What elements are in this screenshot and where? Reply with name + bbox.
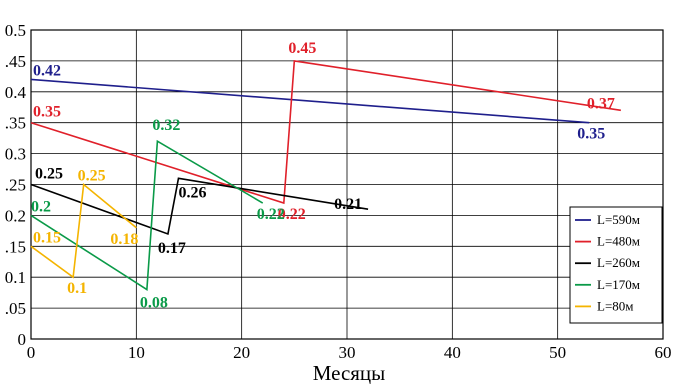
data-label: 0.37 <box>587 95 615 112</box>
data-label: 0.18 <box>110 231 138 248</box>
legend-entry: L=170м <box>597 277 640 292</box>
y-tick-labels: 0 .05 0.1 .15 0.2 .25 0.3 .35 0.4 .45 0.5 <box>5 21 27 349</box>
data-label: 0.42 <box>33 62 61 79</box>
data-label: 0.35 <box>577 126 605 143</box>
y-tick-label: 0.4 <box>5 83 27 102</box>
legend: L=590м L=480м L=260м L=170м L=80м <box>570 207 662 323</box>
y-tick-label: .15 <box>5 237 26 256</box>
legend-entry: L=480м <box>597 234 640 249</box>
data-label: 0.15 <box>33 229 61 246</box>
series-lines <box>31 61 621 290</box>
y-tick-label: 0.3 <box>5 145 26 164</box>
y-tick-label: .35 <box>5 114 26 133</box>
x-tick-label: 20 <box>233 343 250 362</box>
data-label: 0.2 <box>31 198 51 215</box>
y-tick-label: 0.5 <box>5 21 26 40</box>
data-label: 0.35 <box>33 104 61 121</box>
x-tick-label: 50 <box>549 343 566 362</box>
data-label: 0.21 <box>334 196 362 213</box>
x-tick-labels: 0 10 20 30 40 50 60 <box>27 343 672 362</box>
legend-entry: L=590м <box>597 212 640 227</box>
x-axis-label: Месяцы <box>313 361 386 384</box>
legend-entry: L=260м <box>597 255 640 270</box>
data-label: 0.26 <box>178 184 206 201</box>
x-tick-label: 10 <box>128 343 145 362</box>
y-tick-label: 0.1 <box>5 268 26 287</box>
series-line <box>31 79 589 122</box>
data-label: 0.45 <box>288 40 316 57</box>
data-label: 0.08 <box>140 295 168 312</box>
x-tick-label: 30 <box>339 343 356 362</box>
legend-entry: L=80м <box>597 298 634 313</box>
y-tick-label: .05 <box>5 299 26 318</box>
data-label: 0.25 <box>78 168 106 185</box>
y-tick-label: .45 <box>5 52 26 71</box>
grid-lines <box>31 30 663 339</box>
data-label: 0.22 <box>257 206 285 223</box>
x-tick-label: 0 <box>27 343 36 362</box>
y-tick-label: .25 <box>5 176 26 195</box>
data-label: 0.1 <box>67 280 87 297</box>
y-tick-label: 0 <box>18 330 27 349</box>
x-tick-label: 60 <box>655 343 672 362</box>
data-label: 0.25 <box>35 166 63 183</box>
data-label: 0.32 <box>152 117 180 134</box>
data-label: 0.17 <box>158 240 186 257</box>
y-tick-label: 0.2 <box>5 206 26 225</box>
series-line <box>31 61 621 203</box>
x-tick-label: 40 <box>444 343 461 362</box>
